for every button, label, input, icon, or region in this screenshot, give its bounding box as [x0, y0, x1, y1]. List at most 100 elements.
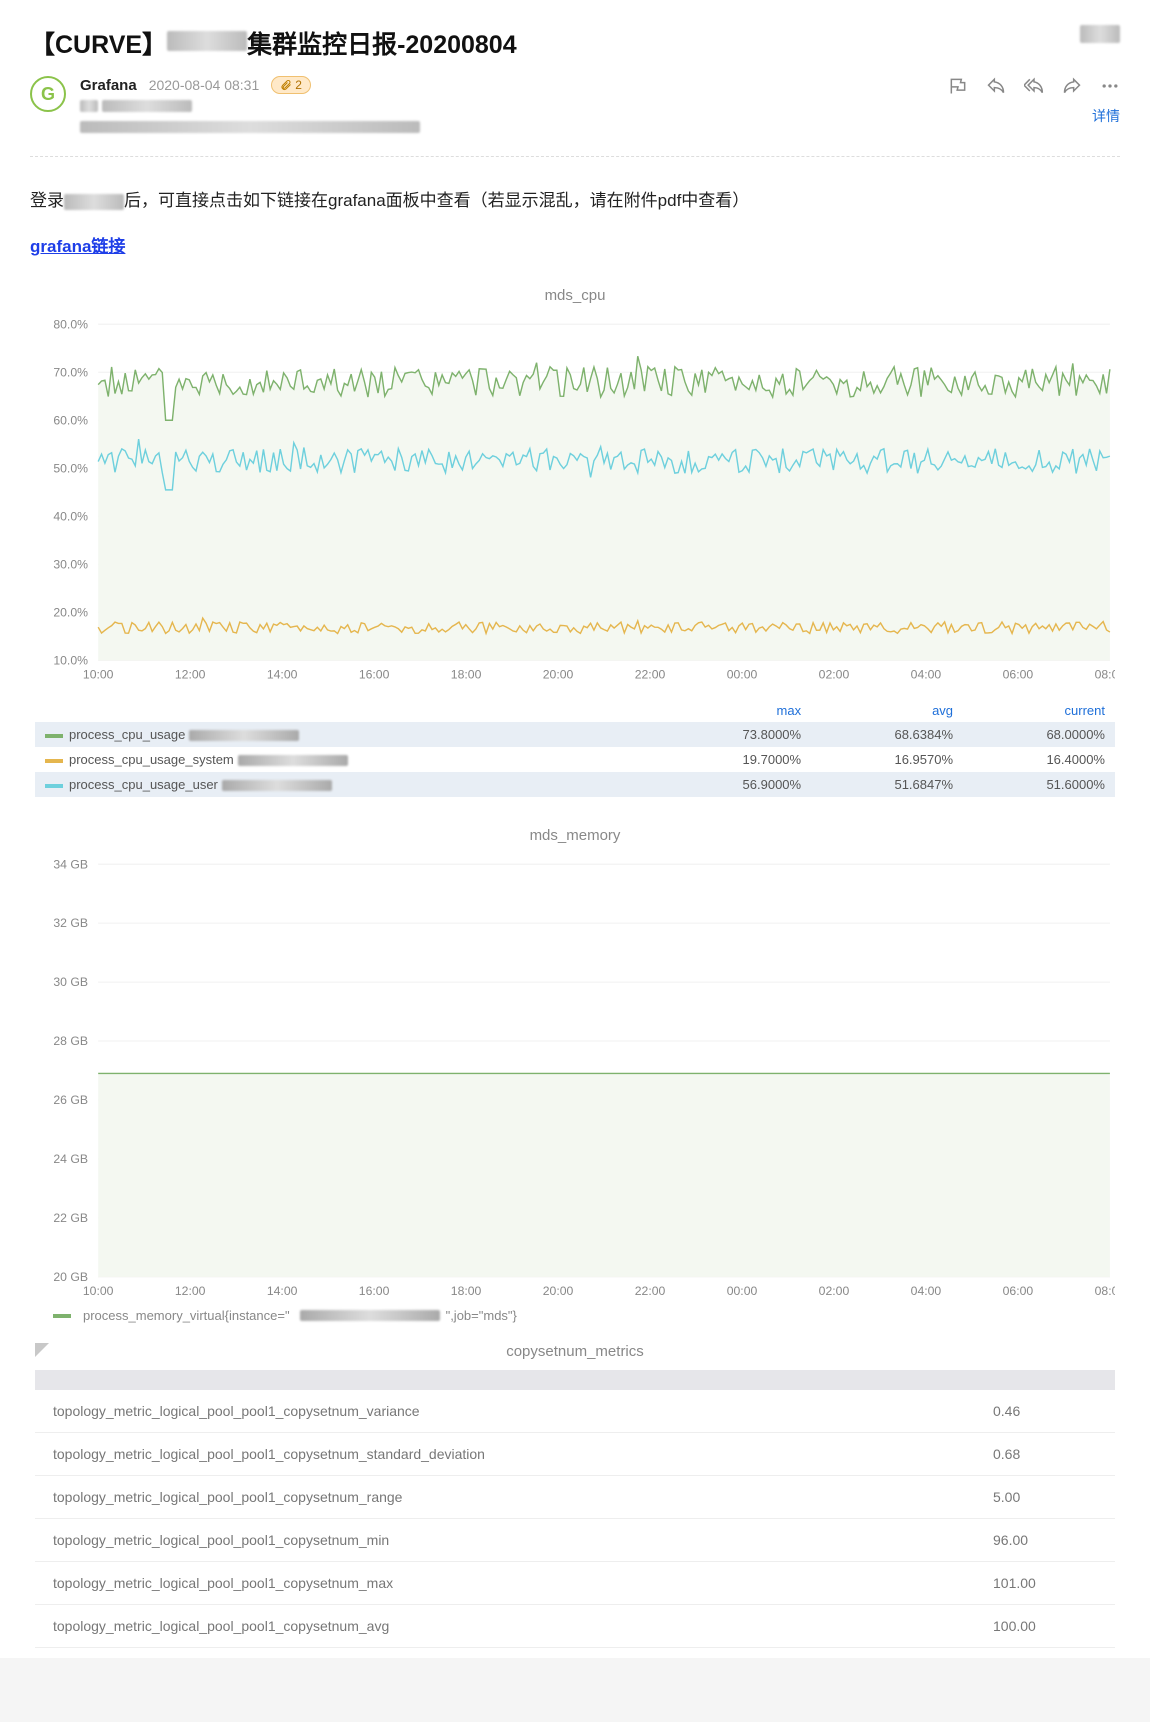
flag-icon[interactable] [948, 76, 968, 96]
svg-text:00:00: 00:00 [727, 668, 758, 682]
svg-text:22:00: 22:00 [635, 668, 666, 682]
legend-max: 56.9000% [659, 772, 811, 797]
svg-text:14:00: 14:00 [267, 668, 298, 682]
svg-text:24 GB: 24 GB [53, 1152, 88, 1166]
svg-text:30.0%: 30.0% [53, 558, 88, 572]
legend-label: process_cpu_usage_system [69, 752, 234, 767]
svg-text:40.0%: 40.0% [53, 510, 88, 524]
svg-text:26 GB: 26 GB [53, 1093, 88, 1107]
svg-text:16:00: 16:00 [359, 1284, 390, 1298]
legend-swatch [45, 734, 63, 738]
metric-name: topology_metric_logical_pool_pool1_copys… [35, 1433, 975, 1476]
metrics-title: copysetnum_metrics [35, 1343, 1115, 1360]
redacted-text [64, 194, 124, 210]
svg-text:06:00: 06:00 [1003, 1284, 1034, 1298]
legend-header [35, 699, 659, 722]
svg-text:22 GB: 22 GB [53, 1211, 88, 1225]
legend-current: 68.0000% [963, 722, 1115, 747]
metric-name: topology_metric_logical_pool_pool1_copys… [35, 1476, 975, 1519]
reply-all-icon[interactable] [1024, 76, 1044, 96]
legend-avg: 68.6384% [811, 722, 963, 747]
svg-text:04:00: 04:00 [911, 1284, 942, 1298]
svg-text:70.0%: 70.0% [53, 365, 88, 379]
legend-avg: 16.9570% [811, 747, 963, 772]
legend-row[interactable]: process_cpu_usage_system 19.7000%16.9570%… [35, 747, 1115, 772]
svg-text:20.0%: 20.0% [53, 606, 88, 620]
legend-swatch [45, 759, 63, 763]
attachment-count: 2 [295, 78, 302, 92]
svg-text:16:00: 16:00 [359, 668, 390, 682]
header-bar: 【CURVE】 集群监控日报-20200804 [0, 0, 1150, 76]
legend-header: max [659, 699, 811, 722]
svg-text:22:00: 22:00 [635, 1284, 666, 1298]
legend-current: 16.4000% [963, 747, 1115, 772]
more-icon[interactable] [1100, 76, 1120, 96]
redacted-line [80, 100, 934, 115]
table-row: topology_metric_logical_pool_pool1_copys… [35, 1390, 1115, 1433]
title-suffix: 集群监控日报-20200804 [247, 31, 517, 59]
svg-text:02:00: 02:00 [819, 1284, 850, 1298]
redacted-line [80, 121, 934, 136]
legend-current: 51.6000% [963, 772, 1115, 797]
svg-text:10.0%: 10.0% [53, 654, 88, 668]
svg-text:50.0%: 50.0% [53, 462, 88, 476]
svg-text:00:00: 00:00 [727, 1284, 758, 1298]
svg-text:60.0%: 60.0% [53, 414, 88, 428]
mds-memory-chart: 20 GB22 GB24 GB26 GB28 GB30 GB32 GB34 GB… [35, 854, 1115, 1302]
redacted-text [167, 31, 247, 51]
svg-text:20 GB: 20 GB [53, 1270, 88, 1284]
grafana-link[interactable]: grafana链接 [30, 237, 125, 256]
chart1-legend-table: maxavgcurrentprocess_cpu_usage73.8000%68… [35, 699, 1115, 797]
legend-max: 19.7000% [659, 747, 811, 772]
corner-triangle-icon[interactable] [35, 1343, 49, 1357]
legend-avg: 51.6847% [811, 772, 963, 797]
svg-text:20:00: 20:00 [543, 1284, 574, 1298]
sender-line: Grafana 2020-08-04 08:31 2 [80, 76, 934, 94]
metric-name: topology_metric_logical_pool_pool1_copys… [35, 1519, 975, 1562]
metric-name: topology_metric_logical_pool_pool1_copys… [35, 1605, 975, 1648]
metrics-block: copysetnum_metrics topology_metric_logic… [35, 1343, 1115, 1648]
metric-value: 5.00 [975, 1476, 1115, 1519]
svg-text:10:00: 10:00 [83, 668, 114, 682]
redacted-text [222, 780, 332, 791]
page-title: 【CURVE】 集群监控日报-20200804 [30, 25, 517, 61]
page-container: 【CURVE】 集群监控日报-20200804 G Grafana 2020-0… [0, 0, 1150, 1658]
action-column: 详情 [948, 76, 1120, 136]
svg-text:04:00: 04:00 [911, 668, 942, 682]
intro-text: 登录 后，可直接点击如下链接在grafana面板中查看（若显示混乱，请在附件pd… [30, 187, 1120, 214]
avatar-letter: G [41, 84, 55, 105]
chart-canvas-wrap: 20 GB22 GB24 GB26 GB28 GB30 GB32 GB34 GB… [35, 854, 1115, 1302]
svg-text:18:00: 18:00 [451, 1284, 482, 1298]
svg-text:12:00: 12:00 [175, 1284, 206, 1298]
legend-header: avg [811, 699, 963, 722]
metric-value: 101.00 [975, 1562, 1115, 1605]
svg-text:12:00: 12:00 [175, 668, 206, 682]
intro-after: 后，可直接点击如下链接在grafana面板中查看（若显示混乱，请在附件pdf中查… [124, 191, 749, 210]
legend-prefix: process_memory_virtual{instance=" [83, 1308, 290, 1323]
legend-row[interactable]: process_cpu_usage73.8000%68.6384%68.0000… [35, 722, 1115, 747]
metric-value: 96.00 [975, 1519, 1115, 1562]
chart-canvas-wrap: 10.0%20.0%30.0%40.0%50.0%60.0%70.0%80.0%… [35, 314, 1115, 691]
detail-link[interactable]: 详情 [948, 106, 1120, 126]
redacted-text [238, 755, 348, 766]
metrics-table: topology_metric_logical_pool_pool1_copys… [35, 1370, 1115, 1648]
svg-text:34 GB: 34 GB [53, 857, 88, 871]
sender-name: Grafana [80, 77, 137, 94]
legend-row[interactable]: process_cpu_usage_user 56.9000%51.6847%51… [35, 772, 1115, 797]
email-meta-row: G Grafana 2020-08-04 08:31 2 详情 [0, 76, 1150, 156]
sender-block: Grafana 2020-08-04 08:31 2 [80, 76, 934, 136]
reply-icon[interactable] [986, 76, 1006, 96]
legend-max: 73.8000% [659, 722, 811, 747]
attachment-badge[interactable]: 2 [271, 76, 311, 94]
svg-text:32 GB: 32 GB [53, 916, 88, 930]
svg-text:10:00: 10:00 [83, 1284, 114, 1298]
intro-before: 登录 [30, 191, 64, 210]
forward-icon[interactable] [1062, 76, 1082, 96]
legend-label: process_cpu_usage_user [69, 777, 218, 792]
svg-text:06:00: 06:00 [1003, 668, 1034, 682]
redacted-text [189, 730, 299, 741]
body-content: 登录 后，可直接点击如下链接在grafana面板中查看（若显示混乱，请在附件pd… [0, 157, 1150, 1658]
metric-value: 0.46 [975, 1390, 1115, 1433]
metric-value: 0.68 [975, 1433, 1115, 1476]
table-row: topology_metric_logical_pool_pool1_copys… [35, 1562, 1115, 1605]
